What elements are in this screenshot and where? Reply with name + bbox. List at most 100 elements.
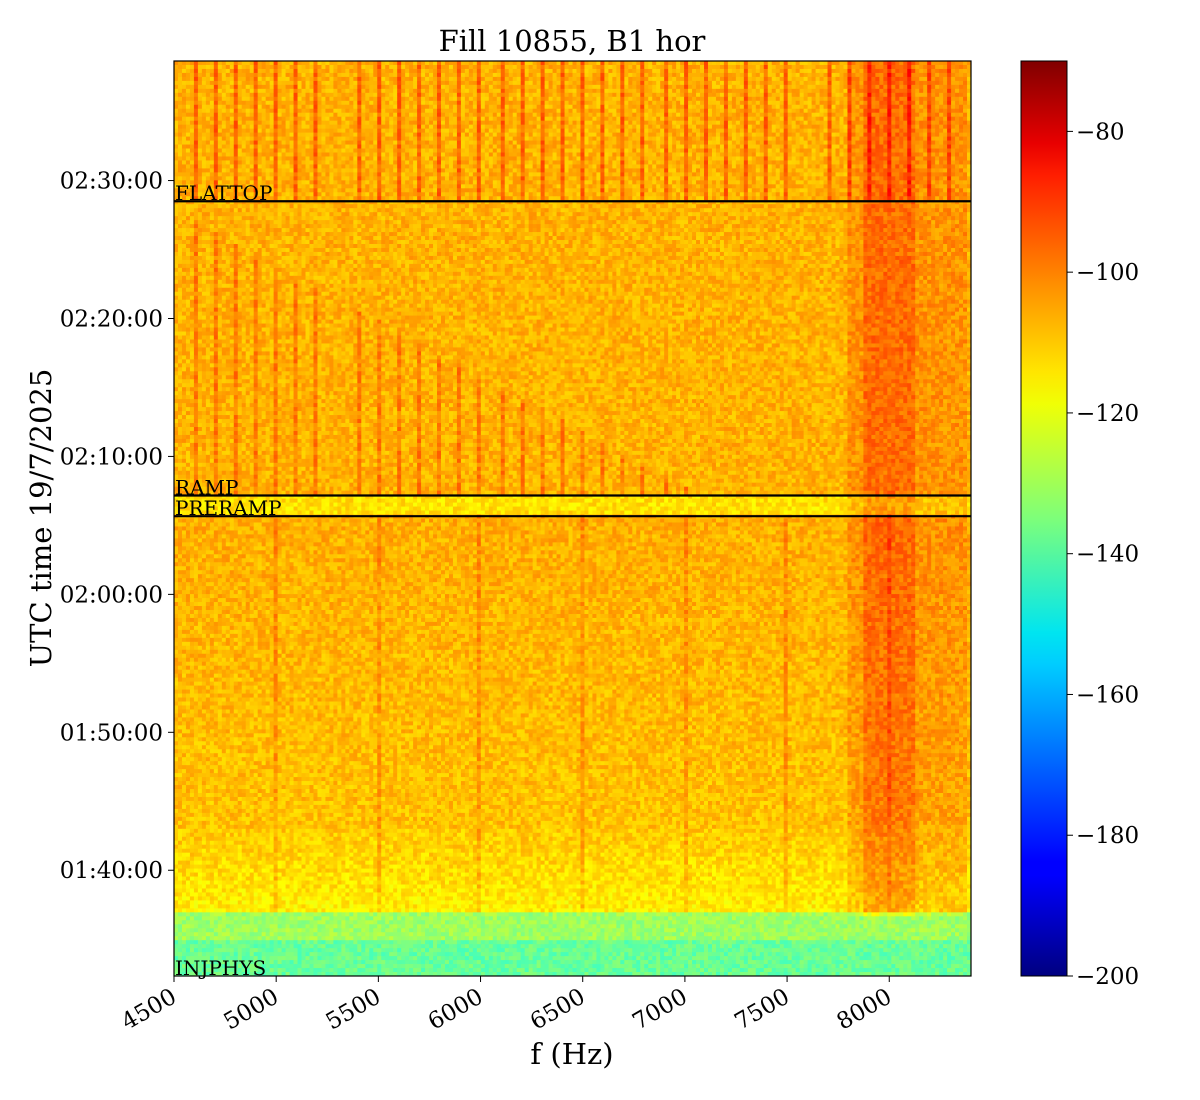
- spectrogram-cell: [385, 77, 389, 81]
- spectrogram-cell: [409, 69, 413, 73]
- spectrogram-cell: [780, 61, 784, 65]
- spectrogram-cell: [278, 61, 282, 65]
- spectrogram-cell: [461, 65, 465, 69]
- spectrogram-cell: [206, 73, 210, 77]
- spectrogram-cell: [214, 65, 218, 69]
- spectrogram-cell: [652, 77, 656, 81]
- spectrogram-cell: [242, 61, 246, 65]
- spectrogram-cell: [537, 73, 541, 77]
- spectrogram-cell: [748, 69, 752, 73]
- spectrogram-cell: [875, 73, 879, 77]
- spectrogram-cell: [891, 73, 895, 77]
- spectrogram-cell: [816, 77, 820, 81]
- spectrogram-cell: [628, 65, 632, 69]
- spectrogram-cell: [254, 65, 258, 69]
- spectrogram-cell: [401, 69, 405, 73]
- spectrogram-cell: [290, 73, 294, 77]
- spectrogram-cell: [652, 65, 656, 69]
- spectrogram-cell: [473, 65, 477, 69]
- spectrogram-cell: [784, 69, 788, 73]
- spectrogram-cell: [497, 65, 501, 69]
- spectrogram-cell: [569, 61, 573, 65]
- spectrogram-cell: [557, 65, 561, 69]
- spectrogram-cell: [656, 69, 660, 73]
- spectrogram-cell: [298, 61, 302, 65]
- spectrogram-cell: [545, 69, 549, 73]
- spectrogram-cell: [808, 77, 812, 81]
- spectrogram-cell: [836, 77, 840, 81]
- spectrogram-cell: [238, 73, 242, 77]
- spectrogram-cell: [616, 61, 620, 65]
- spectrogram-cell: [178, 69, 182, 73]
- spectrogram-cell: [712, 61, 716, 65]
- spectrogram-cell: [620, 69, 624, 73]
- spectrogram-cell: [959, 69, 963, 73]
- spectrogram-cell: [828, 69, 832, 73]
- spectrogram-cell: [676, 77, 680, 81]
- spectrogram-cell: [907, 69, 911, 73]
- spectrogram-cell: [461, 61, 465, 65]
- spectrogram-cell: [349, 69, 353, 73]
- spectrogram-cell: [226, 69, 230, 73]
- spectrogram-cell: [620, 61, 624, 65]
- chart-title: Fill 10855, B1 hor: [439, 24, 706, 58]
- spectrogram-cell: [389, 77, 393, 81]
- spectrogram-cell: [644, 65, 648, 69]
- spectrogram-cell: [855, 61, 859, 65]
- spectrogram-cell: [178, 77, 182, 81]
- spectrogram-cell: [600, 65, 604, 69]
- spectrogram-cell: [357, 69, 361, 73]
- spectrogram-cell: [584, 69, 588, 73]
- spectrogram-cell: [871, 69, 875, 73]
- spectrogram-cell: [688, 73, 692, 77]
- spectrogram-cell: [453, 65, 457, 69]
- spectrogram-cell: [262, 61, 266, 65]
- spectrogram-cell: [294, 77, 298, 81]
- spectrogram-cell: [429, 73, 433, 77]
- spectrogram-cell: [246, 73, 250, 77]
- spectrogram-cell: [377, 77, 381, 81]
- spectrogram-cell: [461, 77, 465, 81]
- spectrogram-cell: [505, 65, 509, 69]
- spectrogram-cell: [349, 65, 353, 69]
- spectrogram-cell: [393, 77, 397, 81]
- spectrogram-cell: [521, 65, 525, 69]
- spectrogram-cell: [569, 65, 573, 69]
- spectrogram-cell: [433, 73, 437, 77]
- spectrogram-cell: [855, 69, 859, 73]
- spectrogram-cell: [441, 61, 445, 65]
- spectrogram-cell: [851, 69, 855, 73]
- spectrogram-cell: [612, 77, 616, 81]
- spectrogram-cell: [740, 65, 744, 69]
- spectrogram-cell: [728, 77, 732, 81]
- spectrogram-cell: [341, 61, 345, 65]
- spectrogram-cell: [632, 65, 636, 69]
- spectrogram-cell: [206, 77, 210, 81]
- spectrogram-cell: [425, 61, 429, 65]
- spectrogram-cell: [557, 77, 561, 81]
- spectrogram-cell: [963, 65, 967, 69]
- spectrogram-cell: [469, 69, 473, 73]
- spectrogram-cell: [824, 77, 828, 81]
- spectrogram-cell: [708, 65, 712, 69]
- spectrogram-cell: [668, 69, 672, 73]
- spectrogram-cell: [760, 65, 764, 69]
- spectrogram-cell: [397, 65, 401, 69]
- spectrogram-cell: [764, 69, 768, 73]
- spectrogram-cell: [792, 65, 796, 69]
- spectrogram-cell: [672, 69, 676, 73]
- spectrogram-cell: [624, 65, 628, 69]
- spectrogram-cell: [923, 73, 927, 77]
- spectrogram-cell: [915, 65, 919, 69]
- spectrogram-cell: [373, 65, 377, 69]
- spectrogram-cell: [258, 69, 262, 73]
- spectrogram-cell: [425, 77, 429, 81]
- spectrogram-cell: [772, 61, 776, 65]
- spectrogram-cell: [879, 69, 883, 73]
- spectrogram-cell: [294, 65, 298, 69]
- spectrogram-cell: [182, 77, 186, 81]
- spectrogram-cell: [321, 69, 325, 73]
- spectrogram-cell: [616, 73, 620, 77]
- spectrogram-cell: [756, 77, 760, 81]
- spectrogram-cell: [592, 61, 596, 65]
